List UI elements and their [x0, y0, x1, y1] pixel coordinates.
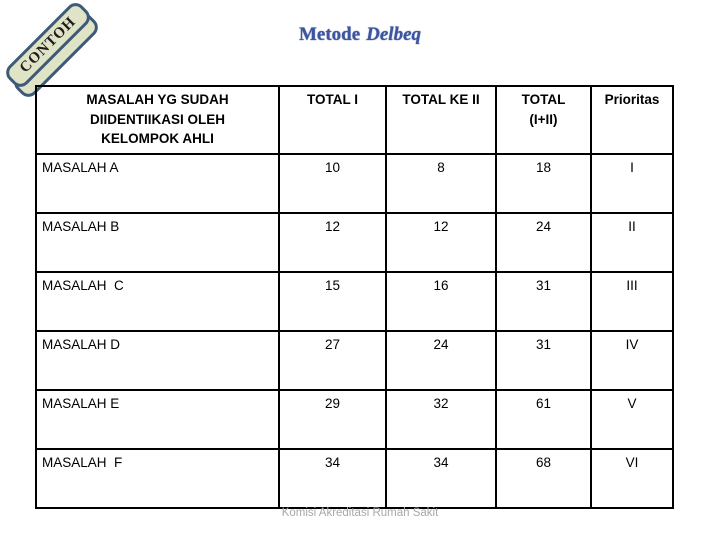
prioritas-value: IV [590, 330, 674, 391]
total-ke-ii-value: 8 [385, 153, 497, 214]
prioritas-value: I [590, 153, 674, 214]
total-ke-ii-value: 32 [385, 389, 497, 450]
prioritas-value: II [590, 212, 674, 273]
total-sum-value: 31 [495, 271, 592, 332]
total-ke-ii-value: 24 [385, 330, 497, 391]
table-row: MASALAH E 29 32 61 V [35, 389, 674, 450]
total-sum-value: 61 [495, 389, 592, 450]
total-sum-value: 24 [495, 212, 592, 273]
table-row: MASALAH F 34 34 68 VI [35, 448, 674, 509]
table-row: MASALAH D 27 24 31 IV [35, 330, 674, 391]
total-i-value: 34 [278, 448, 387, 509]
header-masalah: MASALAH YG SUDAH DIIDENTIIKASI OLEH KELO… [35, 85, 280, 155]
prioritas-value: VI [590, 448, 674, 509]
total-i-value: 12 [278, 212, 387, 273]
page-title: Metode Delbeq [0, 24, 720, 46]
title-word-italic: Delbeq [366, 24, 422, 45]
table-row: MASALAH B 12 12 24 II [35, 212, 674, 273]
total-ke-ii-value: 12 [385, 212, 497, 273]
total-i-value: 15 [278, 271, 387, 332]
total-sum-value: 68 [495, 448, 592, 509]
delbeq-table: MASALAH YG SUDAH DIIDENTIIKASI OLEH KELO… [35, 85, 674, 509]
total-ke-ii-value: 16 [385, 271, 497, 332]
masalah-label: MASALAH E [35, 389, 280, 450]
masalah-label: MASALAH F [35, 448, 280, 509]
header-total-i: TOTAL I [278, 85, 387, 155]
total-i-value: 27 [278, 330, 387, 391]
total-sum-value: 31 [495, 330, 592, 391]
prioritas-value: III [590, 271, 674, 332]
slide-footer: Komisi Akreditasi Rumah Sakit [281, 507, 439, 519]
header-prioritas: Prioritas [590, 85, 674, 155]
masalah-label: MASALAH B [35, 212, 280, 273]
prioritas-value: V [590, 389, 674, 450]
total-i-value: 10 [278, 153, 387, 214]
header-total-ke-ii: TOTAL KE II [385, 85, 497, 155]
header-total-sum: TOTAL (I+II) [495, 85, 592, 155]
masalah-label: MASALAH A [35, 153, 280, 214]
table-row: MASALAH A 10 8 18 I [35, 153, 674, 214]
masalah-label: MASALAH D [35, 330, 280, 391]
table-row: MASALAH C 15 16 31 III [35, 271, 674, 332]
total-ke-ii-value: 34 [385, 448, 497, 509]
table-header-row: MASALAH YG SUDAH DIIDENTIIKASI OLEH KELO… [35, 85, 674, 155]
title-word-regular: Metode [298, 24, 361, 45]
total-i-value: 29 [278, 389, 387, 450]
total-sum-value: 18 [495, 153, 592, 214]
masalah-label: MASALAH C [35, 271, 280, 332]
